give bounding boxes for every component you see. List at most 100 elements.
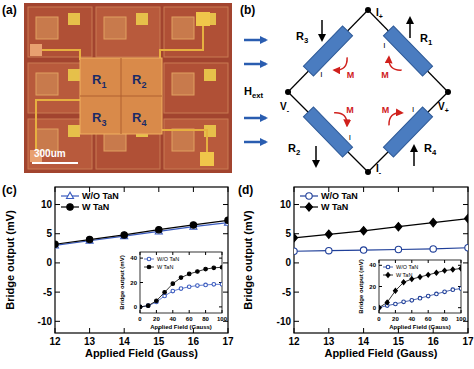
data-point bbox=[212, 283, 216, 287]
y-tick bbox=[463, 204, 468, 205]
x-tick bbox=[172, 310, 173, 313]
chip-pad bbox=[196, 12, 210, 26]
data-point bbox=[146, 304, 150, 308]
label-part: 4 bbox=[432, 148, 437, 157]
field-arrow bbox=[244, 117, 266, 120]
chip-cell bbox=[96, 7, 160, 57]
data-point bbox=[294, 234, 298, 242]
data-point bbox=[196, 270, 200, 274]
x-tick bbox=[205, 252, 206, 255]
figure: (a)R1R2R3R4300um(b)R3MIR1MIR2MIR4MIHextI… bbox=[0, 0, 474, 369]
y-tick bbox=[294, 262, 299, 263]
legend: W/O TaNW TaN bbox=[383, 264, 418, 278]
legend-label: W TaN bbox=[157, 264, 173, 270]
y-tick-label: 40 bbox=[130, 255, 137, 261]
chart: 121314151617-10-50510Applied Field (Gaus… bbox=[2, 183, 234, 359]
chip-pad bbox=[68, 13, 80, 25]
data-point bbox=[187, 285, 191, 289]
x-tick bbox=[433, 187, 434, 192]
data-point bbox=[395, 246, 401, 252]
x-tick-label: 20 bbox=[153, 316, 160, 322]
x-tick-label: 100 bbox=[217, 316, 228, 322]
legend-marker bbox=[147, 265, 151, 269]
panel-label: (d) bbox=[238, 183, 253, 197]
chip-sensor bbox=[172, 73, 194, 95]
chip-pad bbox=[68, 125, 80, 137]
data-point bbox=[155, 299, 159, 303]
chip-sensor bbox=[36, 73, 58, 95]
label-part: H bbox=[244, 85, 252, 97]
resistor-label: R1 bbox=[420, 32, 433, 47]
resistor-label: R2 bbox=[132, 72, 146, 90]
bridge-node bbox=[445, 89, 451, 95]
data-point bbox=[434, 270, 438, 275]
data-point bbox=[204, 283, 208, 287]
legend-marker bbox=[305, 203, 312, 211]
y-tick bbox=[463, 233, 468, 234]
x-tick-label: 14 bbox=[358, 336, 370, 347]
resistor-label: R1 bbox=[92, 72, 106, 90]
x-tick-label: 0 bbox=[138, 316, 142, 322]
chip-wire bbox=[36, 100, 80, 150]
series-line bbox=[55, 223, 228, 246]
series-line bbox=[140, 267, 222, 307]
panel-label: (b) bbox=[240, 3, 255, 17]
current-label: I bbox=[349, 133, 351, 142]
y-tick bbox=[140, 282, 143, 283]
scale-bar bbox=[32, 162, 78, 164]
data-point bbox=[171, 289, 175, 293]
current-label: I bbox=[412, 105, 414, 114]
chip-wire bbox=[160, 26, 203, 60]
data-point bbox=[443, 290, 447, 294]
data-point bbox=[140, 305, 142, 309]
x-axis-label: Applied Field (Gauss) bbox=[389, 324, 451, 330]
y-tick-label: -10 bbox=[277, 316, 292, 327]
x-tick-label: 80 bbox=[202, 316, 209, 322]
data-point bbox=[385, 300, 389, 305]
x-tick-label: 20 bbox=[392, 316, 399, 322]
data-point bbox=[418, 275, 422, 280]
label-part: 3 bbox=[304, 36, 308, 45]
legend-marker bbox=[306, 193, 312, 199]
current-label: I bbox=[320, 70, 322, 79]
label-part: 3 bbox=[101, 118, 106, 128]
inset-chart: 02040608010002040Applied Field (Gauss)Br… bbox=[358, 259, 467, 330]
data-point bbox=[459, 287, 461, 291]
panel-label: (a) bbox=[2, 3, 17, 17]
plot-data bbox=[379, 266, 461, 310]
resistor bbox=[303, 107, 352, 157]
chip-pad bbox=[136, 13, 148, 25]
data-point bbox=[121, 232, 128, 238]
y-tick bbox=[458, 307, 461, 308]
series-line bbox=[379, 289, 461, 308]
y-axis-label: Bridge output (mV) bbox=[358, 259, 364, 313]
resistor bbox=[303, 26, 352, 76]
field-arrow bbox=[244, 141, 266, 144]
chip-background bbox=[24, 3, 232, 173]
x-tick bbox=[328, 328, 329, 333]
y-tick bbox=[223, 233, 228, 234]
y-tick-label: 0 bbox=[134, 304, 138, 310]
y-tick bbox=[55, 204, 60, 205]
legend-marker bbox=[386, 265, 390, 269]
data-point bbox=[212, 266, 216, 270]
chip-cell bbox=[164, 63, 228, 113]
plot-data bbox=[55, 217, 228, 248]
x-tick-label: 17 bbox=[462, 336, 474, 347]
chip-pad bbox=[204, 69, 216, 81]
x-tick bbox=[363, 328, 364, 333]
y-axis-label: Bridge output (mV) bbox=[242, 210, 254, 310]
data-point bbox=[402, 280, 406, 285]
x-tick bbox=[363, 187, 364, 192]
label-part: + bbox=[445, 107, 449, 114]
x-tick bbox=[156, 310, 157, 313]
y-tick bbox=[458, 265, 461, 266]
y-tick bbox=[223, 292, 228, 293]
data-point bbox=[179, 287, 183, 291]
legend-label: W/O TaN bbox=[321, 191, 358, 201]
bridge-divider bbox=[80, 96, 162, 97]
x-tick-label: 100 bbox=[456, 316, 467, 322]
label-part: 1 bbox=[428, 38, 433, 47]
chip-pad bbox=[30, 44, 42, 56]
legend-marker bbox=[386, 273, 390, 278]
